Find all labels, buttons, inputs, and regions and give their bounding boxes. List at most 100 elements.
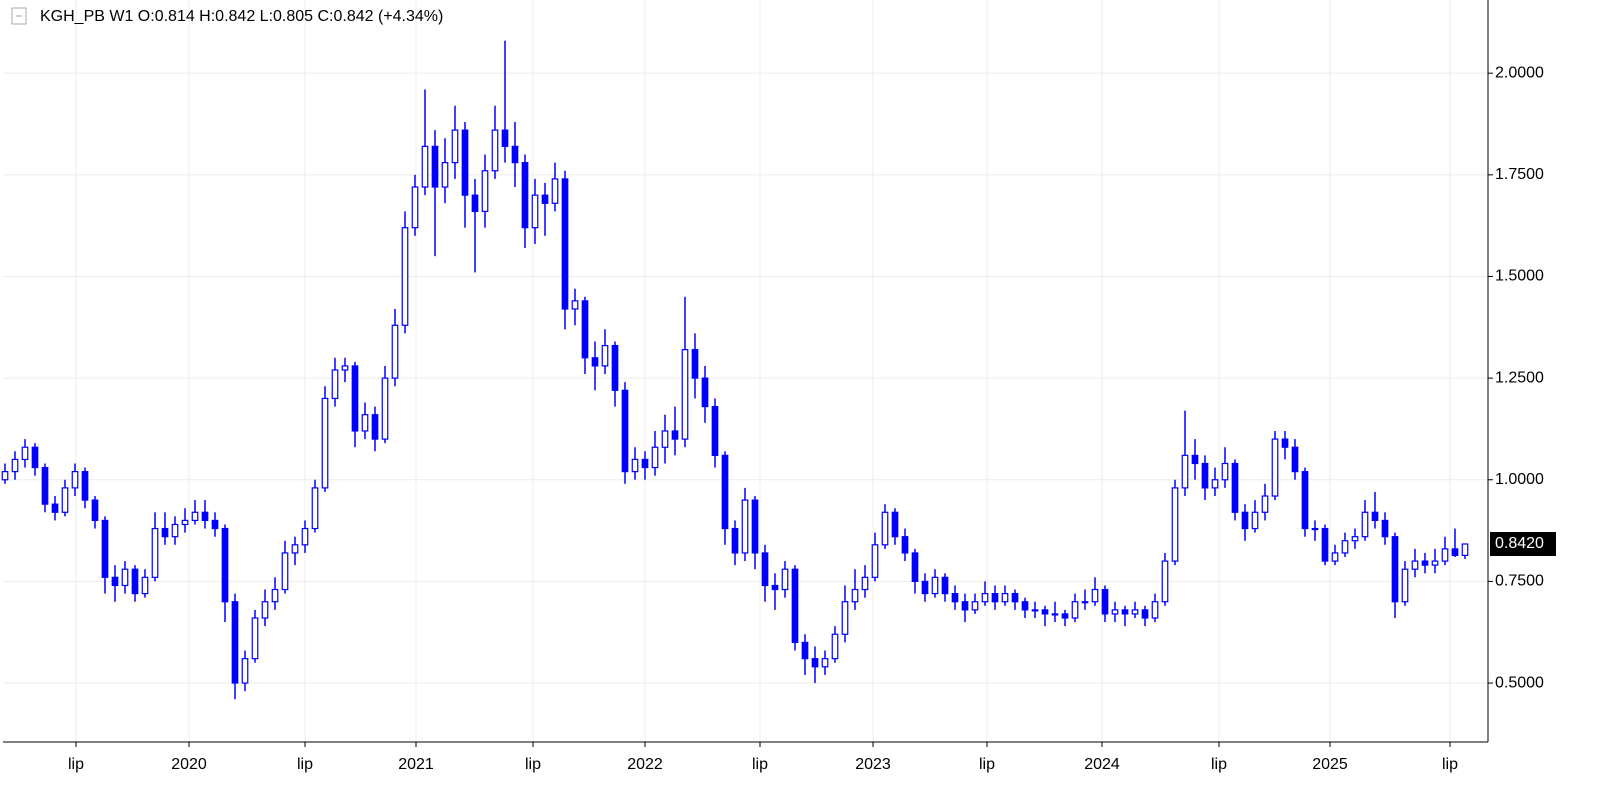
- candle-body: [1331, 552, 1339, 562]
- candle-body: [1241, 511, 1249, 530]
- candle-body: [1341, 540, 1349, 554]
- candle-body: [171, 523, 179, 538]
- candles: [1, 40, 1469, 700]
- candle-body: [1121, 609, 1129, 615]
- x-tick-label: lip: [979, 756, 995, 773]
- candle-body: [581, 300, 589, 359]
- grid: [3, 0, 1488, 742]
- candle-body: [181, 519, 189, 526]
- candle-body: [901, 536, 909, 554]
- candle-body: [1171, 487, 1179, 562]
- candle-body: [1131, 609, 1139, 615]
- candle-body: [21, 446, 29, 461]
- candle-body: [561, 178, 569, 310]
- candle-body: [311, 487, 319, 530]
- candle-body: [31, 446, 39, 469]
- candle-body: [921, 580, 929, 595]
- candle-body: [701, 377, 709, 408]
- x-tick-label: 2022: [627, 756, 663, 773]
- candle-body: [1411, 560, 1419, 570]
- candle-body: [251, 617, 259, 660]
- candle-body: [1211, 479, 1219, 489]
- candle-body: [101, 519, 109, 578]
- candle-body: [761, 552, 769, 587]
- candle-body: [1461, 543, 1469, 556]
- candle-body: [1251, 511, 1259, 530]
- candle-body: [191, 511, 199, 522]
- candle-body: [671, 430, 679, 440]
- candle-body: [541, 194, 549, 204]
- candle-body: [1401, 568, 1409, 603]
- candle-body: [931, 576, 939, 595]
- candle-body: [861, 576, 869, 591]
- candle-body: [221, 527, 229, 603]
- candle-body: [51, 503, 59, 513]
- candle-body: [611, 344, 619, 391]
- candle-body: [651, 446, 659, 469]
- labels: 0.5000 0.7500 1.0000 1.2500 1.5000 1.7500 2.00…: [68, 64, 1556, 773]
- y-tick-label: 1.7500: [1495, 166, 1544, 183]
- x-tick-label: lip: [1211, 756, 1227, 773]
- candle-body: [1181, 454, 1189, 489]
- candle-body: [1011, 592, 1019, 603]
- candle-body: [141, 576, 149, 595]
- candle-body: [381, 377, 389, 440]
- candle-body: [1311, 527, 1319, 531]
- candle-body: [721, 454, 729, 530]
- candle-body: [1161, 560, 1169, 603]
- candle-body: [61, 487, 69, 513]
- candle-body: [1081, 601, 1089, 604]
- candle-body: [111, 576, 119, 587]
- candle-body: [1371, 511, 1379, 522]
- candle-body: [1391, 536, 1399, 603]
- candle-body: [361, 414, 369, 432]
- x-tick-label: lip: [752, 756, 768, 773]
- candle-body: [161, 527, 169, 538]
- candle-body: [471, 194, 479, 213]
- candle-body: [1061, 613, 1069, 619]
- x-tick-label: 2025: [1312, 756, 1348, 773]
- candle-body: [941, 576, 949, 595]
- y-tick-label: 1.0000: [1495, 471, 1544, 488]
- candle-body: [1261, 495, 1269, 513]
- candle-body: [211, 519, 219, 530]
- collapse-icon[interactable]: [11, 7, 27, 25]
- candle-body: [711, 405, 719, 456]
- x-tick-label: lip: [525, 756, 541, 773]
- candle-body: [1101, 588, 1109, 615]
- candle-body: [851, 588, 859, 603]
- candle-body: [1361, 511, 1369, 538]
- candle-body: [621, 389, 629, 473]
- candle-body: [1091, 588, 1099, 603]
- x-tick-label: 2020: [171, 756, 207, 773]
- candle-body: [291, 544, 299, 554]
- candle-body: [1351, 536, 1359, 542]
- candle-body: [511, 145, 519, 164]
- candle-body: [81, 471, 89, 501]
- candle-body: [881, 511, 889, 546]
- candle-body: [1291, 446, 1299, 473]
- candle-body: [681, 349, 689, 440]
- candle-body: [151, 527, 159, 578]
- candle-body: [1451, 548, 1459, 556]
- candle-body: [1051, 613, 1059, 616]
- candle-body: [201, 511, 209, 522]
- candle-body: [801, 641, 809, 660]
- candle-body: [781, 568, 789, 591]
- candle-body: [341, 365, 349, 371]
- candle-body: [771, 584, 779, 591]
- candle-body: [521, 162, 529, 229]
- candle-body: [661, 430, 669, 448]
- candle-body: [981, 592, 989, 603]
- y-tick-label: 0.5000: [1495, 674, 1544, 691]
- candle-body: [411, 186, 419, 229]
- candle-body: [1191, 454, 1199, 465]
- candle-body: [1421, 560, 1429, 566]
- candle-body: [841, 601, 849, 635]
- candle-body: [481, 170, 489, 213]
- candle-body: [741, 499, 749, 554]
- x-tick-label: 2024: [1084, 756, 1120, 773]
